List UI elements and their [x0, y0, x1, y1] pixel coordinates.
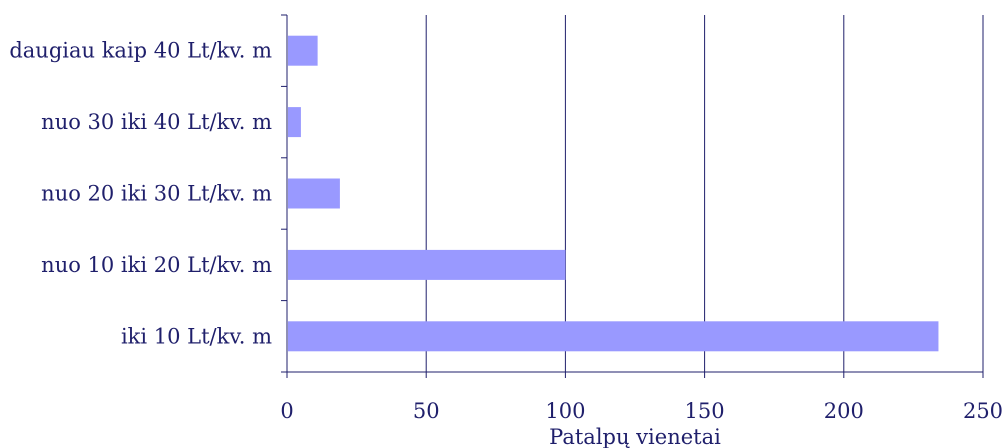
category-labels: daugiau kaip 40 Lt/kv. m nuo 30 iki 40 Lt… — [9, 39, 272, 349]
x-axis-title: Patalpų vienetai — [549, 425, 721, 448]
category-label: daugiau kaip 40 Lt/kv. m — [9, 39, 272, 63]
bar — [288, 178, 340, 209]
x-tick-label: 100 — [545, 399, 585, 423]
x-tick-label: 200 — [824, 399, 864, 423]
x-tick-label: 250 — [963, 399, 1003, 423]
category-label: iki 10 Lt/kv. m — [121, 324, 272, 348]
grid-lines — [425, 15, 984, 372]
x-tick-label: 50 — [413, 399, 440, 423]
category-label: nuo 20 iki 30 Lt/kv. m — [41, 182, 272, 206]
bar — [288, 35, 318, 66]
bar — [288, 321, 939, 352]
bar — [288, 249, 566, 280]
x-tick-label: 150 — [685, 399, 725, 423]
x-tick-label: 0 — [280, 399, 293, 423]
category-label: nuo 30 iki 40 Lt/kv. m — [41, 110, 272, 134]
axes — [281, 14, 984, 378]
category-label: nuo 10 iki 20 Lt/kv. m — [41, 253, 272, 277]
bar — [288, 107, 301, 138]
bars — [288, 35, 939, 352]
tick-labels: 0 50 100 150 200 250 — [280, 399, 1003, 423]
